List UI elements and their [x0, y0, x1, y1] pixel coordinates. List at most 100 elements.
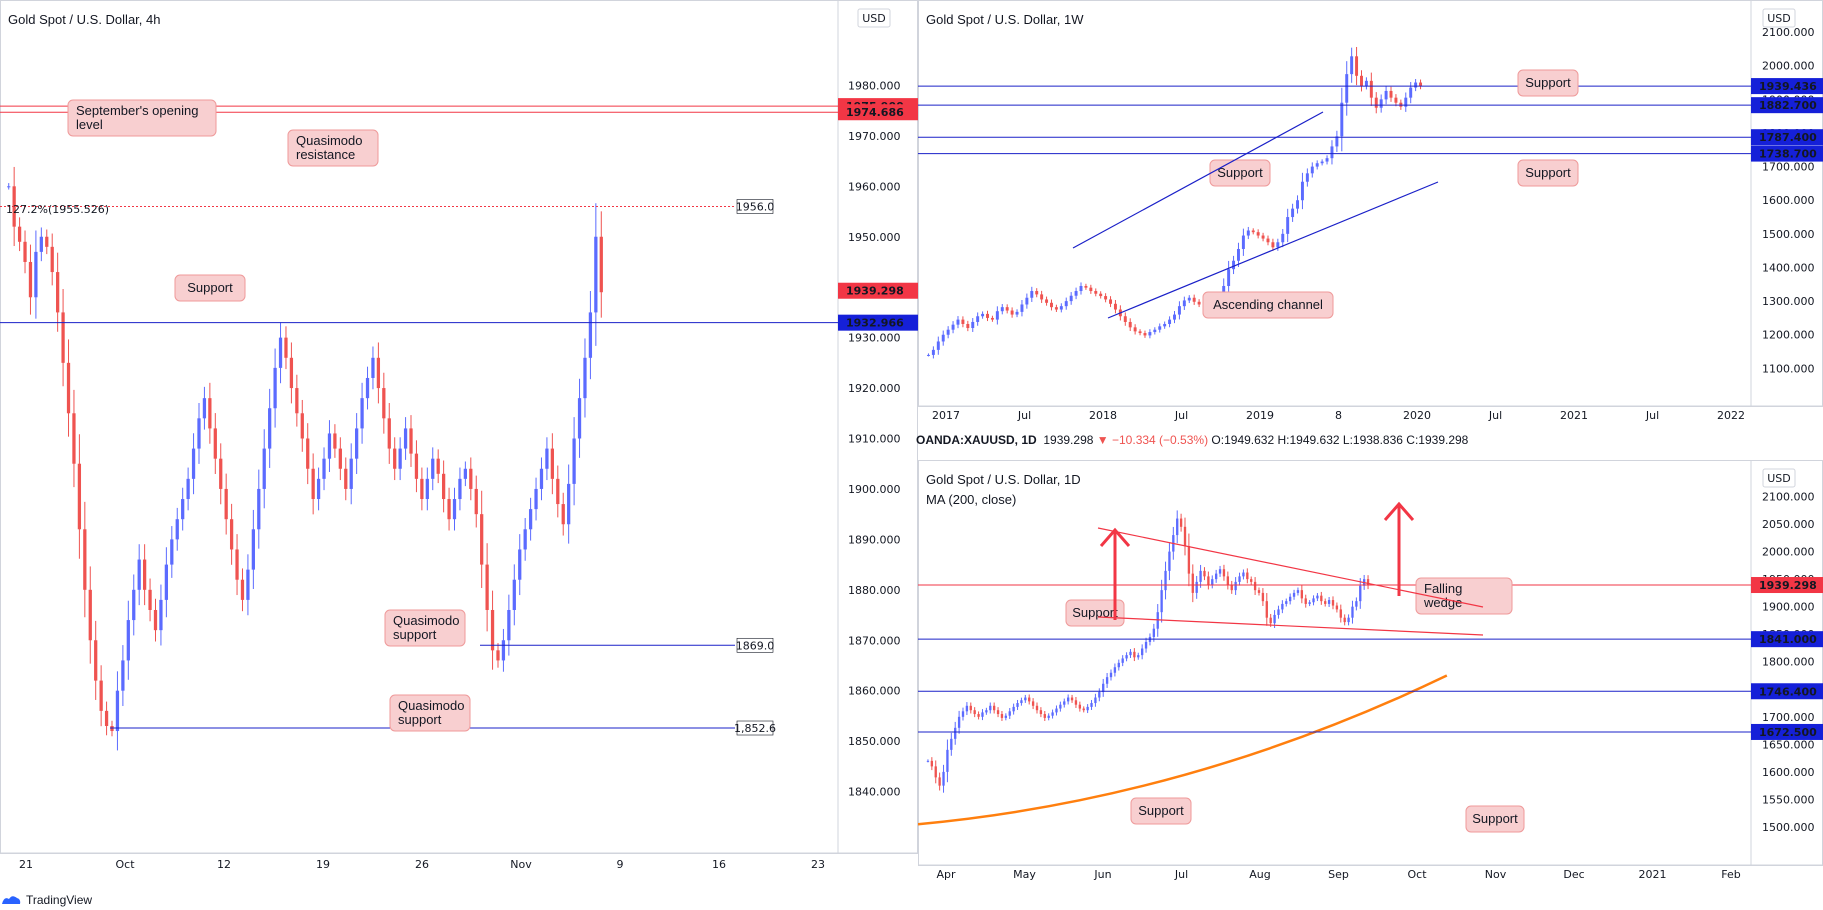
- price-tag: [838, 282, 918, 299]
- y-tick-label: 1870.000: [848, 634, 901, 647]
- chart-4h[interactable]: Gold Spot / U.S. Dollar, 4h USD 1840.000 18…: [0, 0, 918, 910]
- candle-body: [229, 519, 234, 550]
- chart-1d-canvas[interactable]: Gold Spot / U.S. Dollar, 1D MA (200, clos…: [918, 460, 1823, 885]
- candle-body: [121, 660, 125, 691]
- candle-body: [1000, 307, 1004, 312]
- candle-body: [1261, 235, 1265, 239]
- candle-body: [1183, 526, 1187, 547]
- chart-1d[interactable]: Gold Spot / U.S. Dollar, 1D MA (200, clos…: [918, 460, 1823, 885]
- tradingview-footer[interactable]: TradingView: [0, 890, 92, 910]
- candle-body: [338, 448, 342, 469]
- candle-body: [425, 478, 429, 500]
- candle-body: [1236, 248, 1240, 261]
- price-tag: [1751, 723, 1823, 740]
- x-tick-label: Jul: [1174, 868, 1188, 881]
- candle-body: [278, 337, 283, 368]
- candle-body: [1028, 697, 1031, 702]
- candle-body: [306, 438, 310, 469]
- candle-body: [1074, 700, 1078, 705]
- candle-body: [1164, 570, 1167, 591]
- x-tick-label: Apr: [936, 868, 956, 881]
- candle-body: [956, 319, 960, 325]
- annotation-box: [1415, 577, 1513, 615]
- candle-body: [240, 579, 245, 600]
- candle-body: [1296, 590, 1300, 593]
- price-tag-label: 1974.686: [846, 106, 904, 119]
- candle-body: [262, 448, 266, 489]
- x-tick-label: Oct: [115, 858, 135, 871]
- candle-body: [110, 725, 114, 732]
- annotation-text: level: [76, 117, 103, 132]
- candle-body: [550, 448, 554, 479]
- candle-body: [94, 640, 98, 681]
- annotation-text: Quasimodo: [398, 698, 464, 713]
- candle-body: [1308, 602, 1311, 604]
- candle-body: [1394, 97, 1398, 103]
- annotation-text: resistance: [296, 147, 355, 162]
- candle-body: [99, 680, 103, 711]
- price-tag-label: 1746.400: [1759, 685, 1817, 698]
- y-tick-label: 1930.000: [848, 332, 901, 345]
- candle-body: [66, 362, 71, 414]
- candle-body: [1020, 700, 1023, 704]
- candle-body: [931, 349, 935, 355]
- candle-body: [447, 499, 451, 520]
- price-tag: [838, 314, 918, 331]
- price-tag-label: 1939.298: [846, 285, 904, 298]
- candle-body: [1039, 710, 1043, 715]
- x-tick-label: 2018: [1089, 409, 1117, 422]
- x-tick-label: May: [1013, 868, 1036, 881]
- candle-body: [1064, 301, 1068, 307]
- candle-body: [1331, 600, 1335, 606]
- annotation-text: Support: [187, 280, 233, 295]
- wedge-lower-line: [1097, 616, 1484, 636]
- candle-body: [1082, 708, 1085, 711]
- candle-body: [83, 529, 87, 590]
- candle-body: [469, 468, 473, 489]
- candle-body: [539, 468, 544, 489]
- chart-1w-canvas[interactable]: Gold Spot / U.S. Dollar, 1W USD 1100.000 12…: [918, 0, 1823, 428]
- candle-body: [1086, 706, 1089, 711]
- candle-body: [235, 549, 239, 580]
- candle-body: [1035, 705, 1039, 711]
- x-tick-label: 2021: [1639, 868, 1667, 881]
- y-tick-label: 2000.000: [1762, 60, 1815, 73]
- candle-body: [954, 727, 957, 739]
- candle-body: [333, 433, 337, 449]
- candle-body: [1078, 704, 1082, 709]
- candle-body: [34, 251, 38, 298]
- y-tick-label: 1600.000: [1762, 766, 1815, 779]
- candle-body: [1143, 333, 1147, 336]
- down-arrow-icon: ▼: [1096, 433, 1109, 447]
- y-tick-label: 1400.000: [1762, 261, 1815, 274]
- candle-body: [1066, 697, 1070, 702]
- candle-body: [1339, 609, 1342, 618]
- candle-body: [992, 705, 996, 711]
- chart-4h-canvas[interactable]: Gold Spot / U.S. Dollar, 4h USD 1840.000 18…: [0, 0, 918, 885]
- annotation-text: support: [393, 627, 437, 642]
- chart-1w[interactable]: Gold Spot / U.S. Dollar, 1W USD 1100.000 12…: [918, 0, 1823, 428]
- candle-body: [1031, 701, 1035, 706]
- candle-body: [976, 316, 980, 322]
- candle-body: [934, 766, 937, 778]
- price-tag-label: 1932.966: [846, 317, 904, 330]
- candle-body: [1128, 321, 1132, 328]
- candle-body: [971, 321, 975, 329]
- candle-body: [981, 313, 985, 317]
- inline-value-label: 1,852.6: [734, 722, 776, 735]
- candle-body: [148, 589, 152, 610]
- candle-body: [545, 448, 549, 469]
- candle-body: [393, 448, 397, 469]
- y-tick-label: 1850.000: [848, 735, 901, 748]
- chart-border: [918, 0, 1823, 407]
- candle-body: [1369, 80, 1373, 98]
- candle-body: [344, 468, 348, 489]
- candle-body: [371, 357, 375, 378]
- currency-button: [857, 8, 891, 28]
- inline-value-label: 1956.0: [736, 200, 775, 213]
- candle-body: [996, 710, 1000, 715]
- y-tick-label: 1980.000: [848, 79, 901, 92]
- candle-body: [224, 488, 228, 520]
- candle-body: [567, 483, 571, 525]
- candle-body: [300, 413, 304, 439]
